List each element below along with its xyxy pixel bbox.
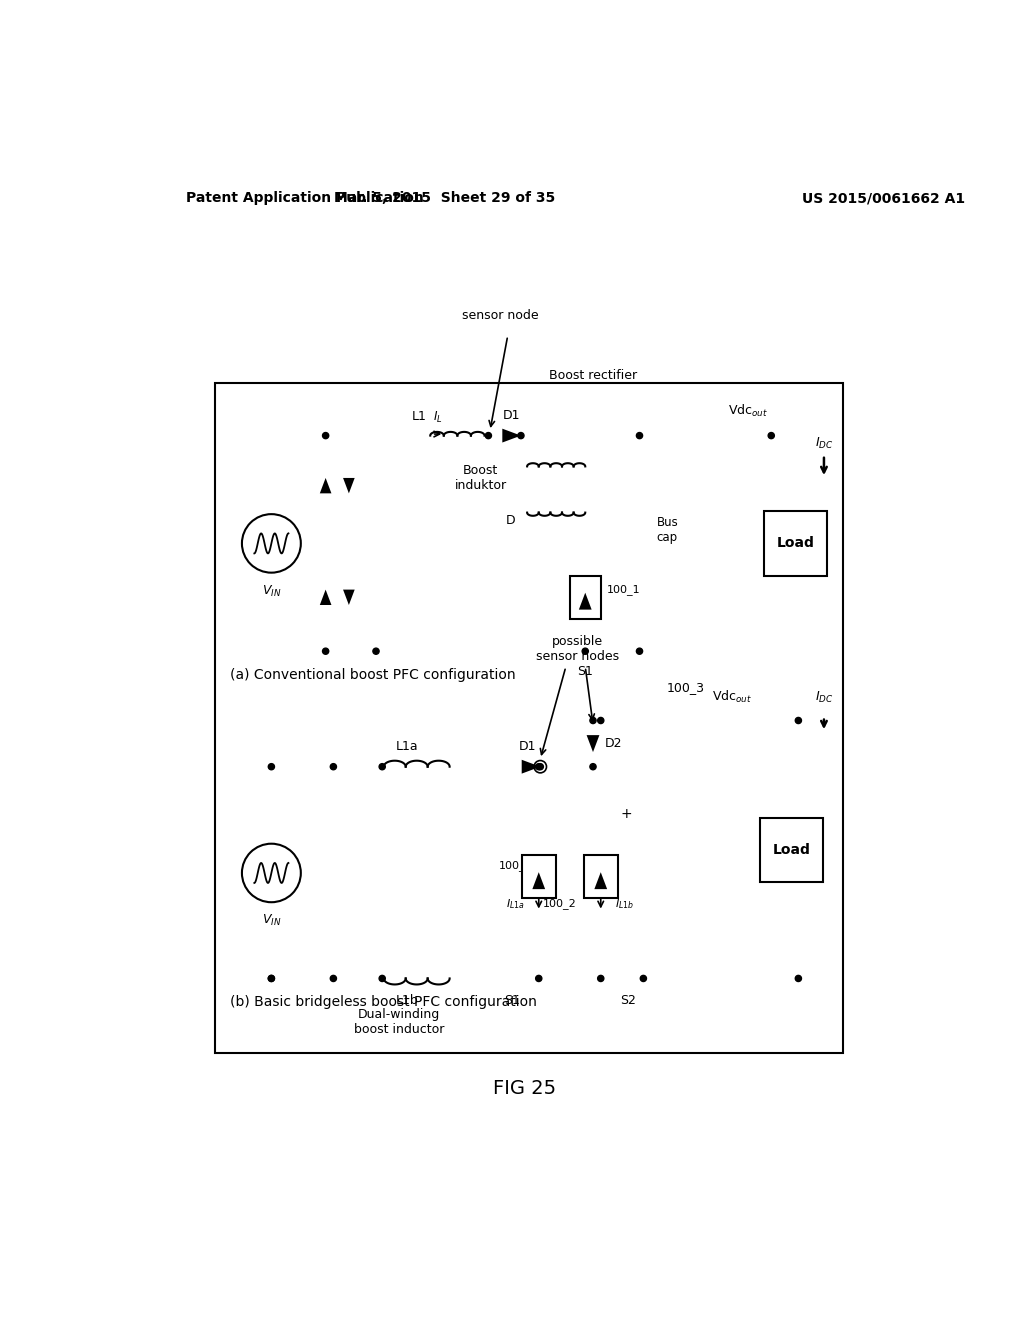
Text: 100_3: 100_3 — [667, 681, 705, 693]
Text: Load: Load — [772, 843, 810, 857]
Circle shape — [379, 763, 385, 770]
Text: D1: D1 — [518, 739, 536, 752]
Circle shape — [796, 718, 802, 723]
Circle shape — [323, 433, 329, 438]
Circle shape — [242, 515, 301, 573]
Polygon shape — [532, 873, 545, 890]
Bar — [215, 383, 843, 1053]
Text: $I_{L1b}$: $I_{L1b}$ — [614, 896, 634, 911]
Circle shape — [536, 763, 542, 770]
Polygon shape — [594, 873, 607, 890]
Bar — [521, 855, 556, 899]
Text: (a) Conventional boost PFC configuration: (a) Conventional boost PFC configuration — [230, 668, 516, 682]
Circle shape — [535, 760, 547, 774]
Text: $V_{IN}$: $V_{IN}$ — [262, 913, 282, 928]
Polygon shape — [579, 593, 592, 610]
Circle shape — [768, 433, 774, 438]
Circle shape — [268, 975, 274, 982]
Circle shape — [598, 975, 604, 982]
Text: S2: S2 — [620, 994, 636, 1007]
Text: $I_{DC}$: $I_{DC}$ — [815, 436, 834, 451]
Circle shape — [590, 718, 596, 723]
Bar — [569, 576, 601, 619]
Text: D1: D1 — [503, 409, 520, 422]
Text: D2: D2 — [604, 737, 623, 750]
Circle shape — [331, 975, 337, 982]
Circle shape — [323, 648, 329, 655]
Text: Load: Load — [776, 536, 814, 550]
Polygon shape — [521, 760, 541, 774]
Polygon shape — [343, 478, 354, 494]
Circle shape — [518, 433, 524, 438]
Text: Vdc$_{out}$: Vdc$_{out}$ — [713, 689, 753, 705]
Text: Boost
induktor: Boost induktor — [455, 463, 507, 492]
Text: Vdc$_{out}$: Vdc$_{out}$ — [728, 403, 768, 418]
Circle shape — [636, 433, 643, 438]
Circle shape — [536, 975, 542, 982]
Polygon shape — [503, 429, 521, 442]
Text: US 2015/0061662 A1: US 2015/0061662 A1 — [802, 191, 966, 206]
Circle shape — [331, 763, 337, 770]
Bar — [584, 855, 617, 899]
Polygon shape — [319, 478, 332, 494]
Text: $I_{L1a}$: $I_{L1a}$ — [506, 896, 524, 911]
Text: FIG 25: FIG 25 — [494, 1078, 556, 1098]
Text: Dual-winding
boost inductor: Dual-winding boost inductor — [354, 1007, 444, 1036]
Text: Patent Application Publication: Patent Application Publication — [186, 191, 424, 206]
Circle shape — [485, 433, 492, 438]
Bar — [764, 511, 827, 576]
Circle shape — [268, 763, 274, 770]
Text: (b) Basic bridgeless boost PFC configuration: (b) Basic bridgeless boost PFC configura… — [230, 995, 538, 1010]
Circle shape — [583, 648, 589, 655]
Text: 100_2: 100_2 — [543, 899, 577, 909]
Circle shape — [598, 718, 604, 723]
Polygon shape — [587, 735, 599, 752]
Text: Boost rectifier: Boost rectifier — [549, 368, 637, 381]
Text: $I_L$: $I_L$ — [433, 409, 442, 425]
Circle shape — [242, 843, 301, 903]
Text: Mar. 5, 2015  Sheet 29 of 35: Mar. 5, 2015 Sheet 29 of 35 — [334, 191, 555, 206]
Text: 100_1: 100_1 — [607, 585, 641, 595]
Text: L1: L1 — [412, 411, 426, 424]
Text: possible
sensor nodes: possible sensor nodes — [536, 635, 620, 663]
Circle shape — [590, 763, 596, 770]
Text: $I_{DC}$: $I_{DC}$ — [815, 690, 834, 705]
Text: D: D — [506, 513, 515, 527]
Text: sensor node: sensor node — [462, 309, 539, 322]
Circle shape — [640, 975, 646, 982]
Circle shape — [379, 975, 385, 982]
Circle shape — [636, 648, 643, 655]
Polygon shape — [343, 590, 354, 605]
Text: S1: S1 — [504, 994, 519, 1007]
Text: Bus
cap: Bus cap — [656, 516, 678, 544]
Text: L1b: L1b — [395, 994, 419, 1007]
Circle shape — [373, 648, 379, 655]
Text: +: + — [621, 807, 632, 821]
Circle shape — [268, 975, 274, 982]
Text: L1a: L1a — [395, 739, 419, 752]
Text: 100_1: 100_1 — [499, 859, 532, 871]
Polygon shape — [319, 590, 332, 605]
Circle shape — [796, 975, 802, 982]
Bar — [760, 817, 823, 882]
Text: S1: S1 — [578, 665, 593, 678]
Text: $V_{IN}$: $V_{IN}$ — [262, 583, 282, 598]
Circle shape — [538, 763, 544, 770]
